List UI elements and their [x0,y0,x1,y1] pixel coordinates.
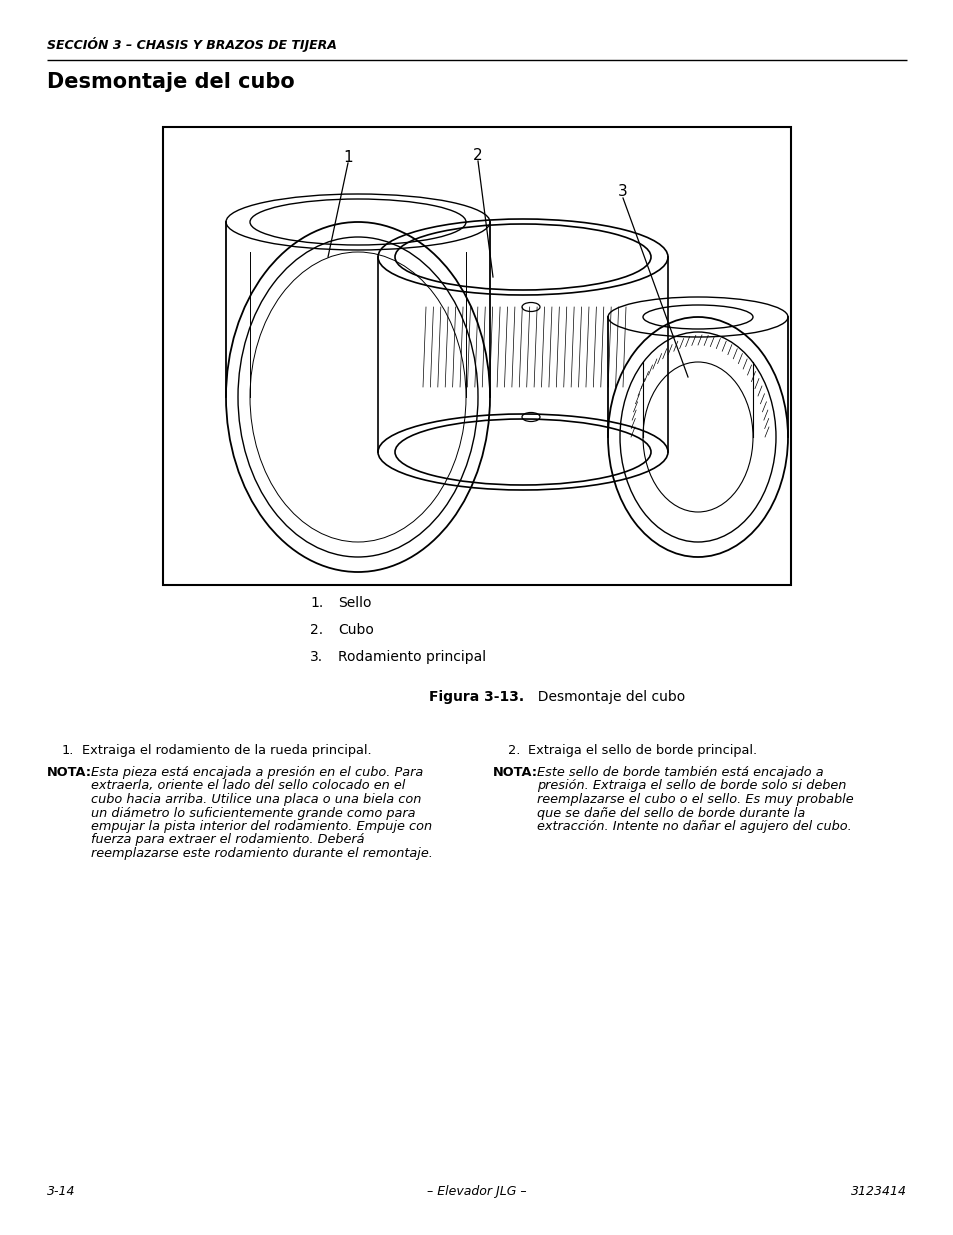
Text: 1.: 1. [62,743,74,757]
Text: Extraiga el sello de borde principal.: Extraiga el sello de borde principal. [527,743,757,757]
Text: – Elevador JLG –: – Elevador JLG – [427,1186,526,1198]
Text: NOTA:: NOTA: [47,766,91,779]
Text: 3: 3 [618,184,627,200]
Text: 3.: 3. [310,650,323,664]
Text: SECCIÓN 3 – CHASIS Y BRAZOS DE TIJERA: SECCIÓN 3 – CHASIS Y BRAZOS DE TIJERA [47,37,336,52]
Text: Rodamiento principal: Rodamiento principal [337,650,486,664]
Text: Desmontaje del cubo: Desmontaje del cubo [529,690,684,704]
Text: extracción. Intente no dañar el agujero del cubo.: extracción. Intente no dañar el agujero … [537,820,851,832]
Text: fuerza para extraer el rodamiento. Deberá: fuerza para extraer el rodamiento. Deber… [91,834,364,846]
Text: presión. Extraiga el sello de borde solo si deben: presión. Extraiga el sello de borde solo… [537,779,845,793]
Text: 3-14: 3-14 [47,1186,75,1198]
Text: cubo hacia arriba. Utilice una placa o una biela con: cubo hacia arriba. Utilice una placa o u… [91,793,421,806]
Text: 3123414: 3123414 [850,1186,906,1198]
Text: Cubo: Cubo [337,622,374,637]
Bar [163,127,790,585]
Text: 1: 1 [343,149,353,164]
Text: 2.: 2. [310,622,323,637]
Text: un diámetro lo suficientemente grande como para: un diámetro lo suficientemente grande co… [91,806,416,820]
Text: empujar la pista interior del rodamiento. Empuje con: empujar la pista interior del rodamiento… [91,820,432,832]
Text: reemplazarse el cubo o el sello. Es muy probable: reemplazarse el cubo o el sello. Es muy … [537,793,853,806]
Text: 1.: 1. [310,597,323,610]
Text: Extraiga el rodamiento de la rueda principal.: Extraiga el rodamiento de la rueda princ… [82,743,372,757]
Text: 2.: 2. [507,743,519,757]
Text: extraerla, oriente el lado del sello colocado en el: extraerla, oriente el lado del sello col… [91,779,405,793]
Text: Sello: Sello [337,597,371,610]
Text: reemplazarse este rodamiento durante el remontaje.: reemplazarse este rodamiento durante el … [91,847,433,860]
Text: que se dañe del sello de borde durante la: que se dañe del sello de borde durante l… [537,806,804,820]
Text: Esta pieza está encajada a presión en el cubo. Para: Esta pieza está encajada a presión en el… [91,766,423,779]
Text: 2: 2 [473,147,482,163]
Text: Figura 3-13.: Figura 3-13. [429,690,524,704]
Text: Este sello de borde también está encajado a: Este sello de borde también está encajad… [537,766,822,779]
Text: NOTA:: NOTA: [493,766,537,779]
Text: Desmontaje del cubo: Desmontaje del cubo [47,72,294,91]
